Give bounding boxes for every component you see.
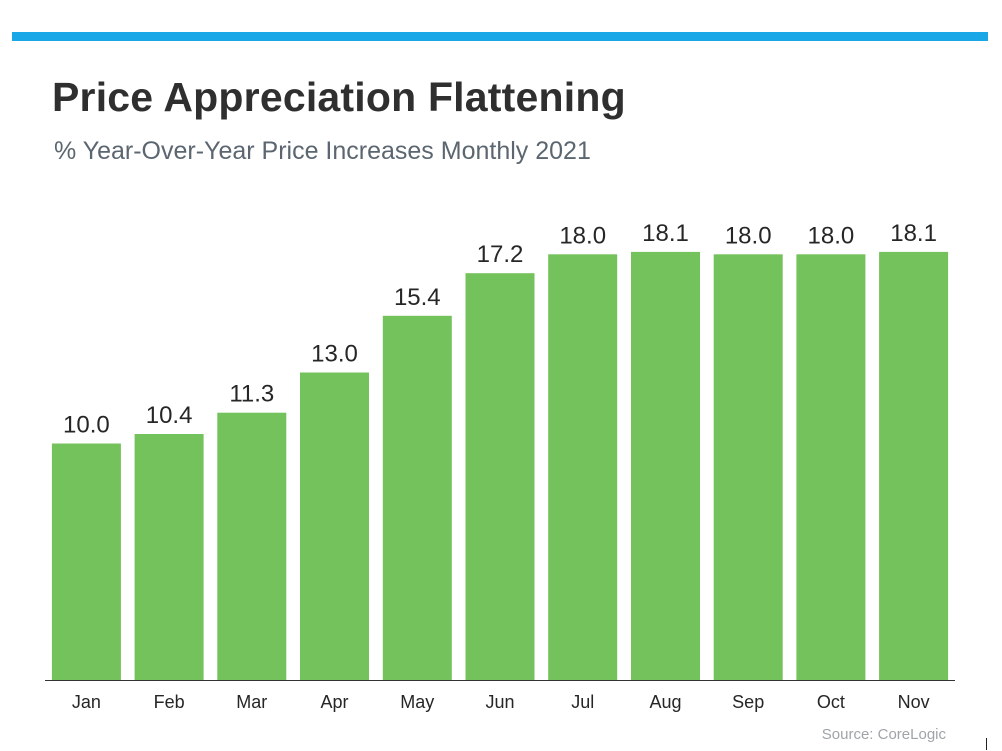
bar-series bbox=[51, 251, 949, 681]
tick-label-feb: Feb bbox=[154, 692, 185, 712]
bar-sep bbox=[713, 254, 783, 681]
bar-oct bbox=[796, 254, 866, 681]
bar-apr bbox=[300, 372, 369, 680]
data-label-sep: 18.0 bbox=[725, 222, 772, 249]
bar-nov bbox=[879, 251, 949, 680]
bar-aug bbox=[631, 251, 700, 680]
top-accent-rule bbox=[12, 32, 988, 41]
tick-label-aug: Aug bbox=[649, 692, 681, 712]
tick-label-nov: Nov bbox=[898, 692, 930, 712]
bar-jan bbox=[51, 443, 121, 680]
tick-label-mar: Mar bbox=[236, 692, 267, 712]
data-labels: 10.0 10.4 11.3 13.0 15.4 17.2 18.0 18.1 18.0 18.0… bbox=[63, 220, 937, 439]
bar-mar bbox=[217, 412, 287, 680]
tick-label-jul: Jul bbox=[571, 692, 594, 712]
text-cursor bbox=[986, 738, 987, 750]
data-label-may: 15.4 bbox=[394, 284, 441, 311]
data-label-nov: 18.1 bbox=[890, 220, 937, 247]
chart-title: Price Appreciation Flattening bbox=[52, 74, 626, 120]
bar-may bbox=[382, 315, 452, 680]
data-label-jul: 18.0 bbox=[559, 222, 606, 249]
data-label-jan: 10.0 bbox=[63, 412, 110, 439]
data-label-jun: 17.2 bbox=[477, 241, 524, 268]
data-label-feb: 10.4 bbox=[146, 402, 193, 429]
data-label-aug: 18.1 bbox=[642, 220, 689, 247]
data-label-mar: 11.3 bbox=[229, 381, 274, 408]
chart-subtitle: % Year-Over-Year Price Increases Monthly… bbox=[54, 137, 591, 165]
data-label-oct: 18.0 bbox=[808, 222, 855, 249]
tick-label-apr: Apr bbox=[320, 692, 348, 712]
x-axis-tick-labels: Jan Feb Mar Apr May Jun Jul Aug Sep Oct Nov bbox=[72, 692, 930, 712]
bar-jun bbox=[465, 273, 535, 680]
tick-label-sep: Sep bbox=[732, 692, 764, 712]
tick-label-jan: Jan bbox=[72, 692, 101, 712]
tick-label-oct: Oct bbox=[817, 692, 845, 712]
bar-feb bbox=[134, 434, 204, 680]
bar-jul bbox=[548, 254, 618, 681]
tick-label-jun: Jun bbox=[485, 692, 514, 712]
tick-label-may: May bbox=[400, 692, 434, 712]
data-label-apr: 13.0 bbox=[311, 341, 358, 368]
source-note: Source: CoreLogic bbox=[821, 726, 946, 743]
